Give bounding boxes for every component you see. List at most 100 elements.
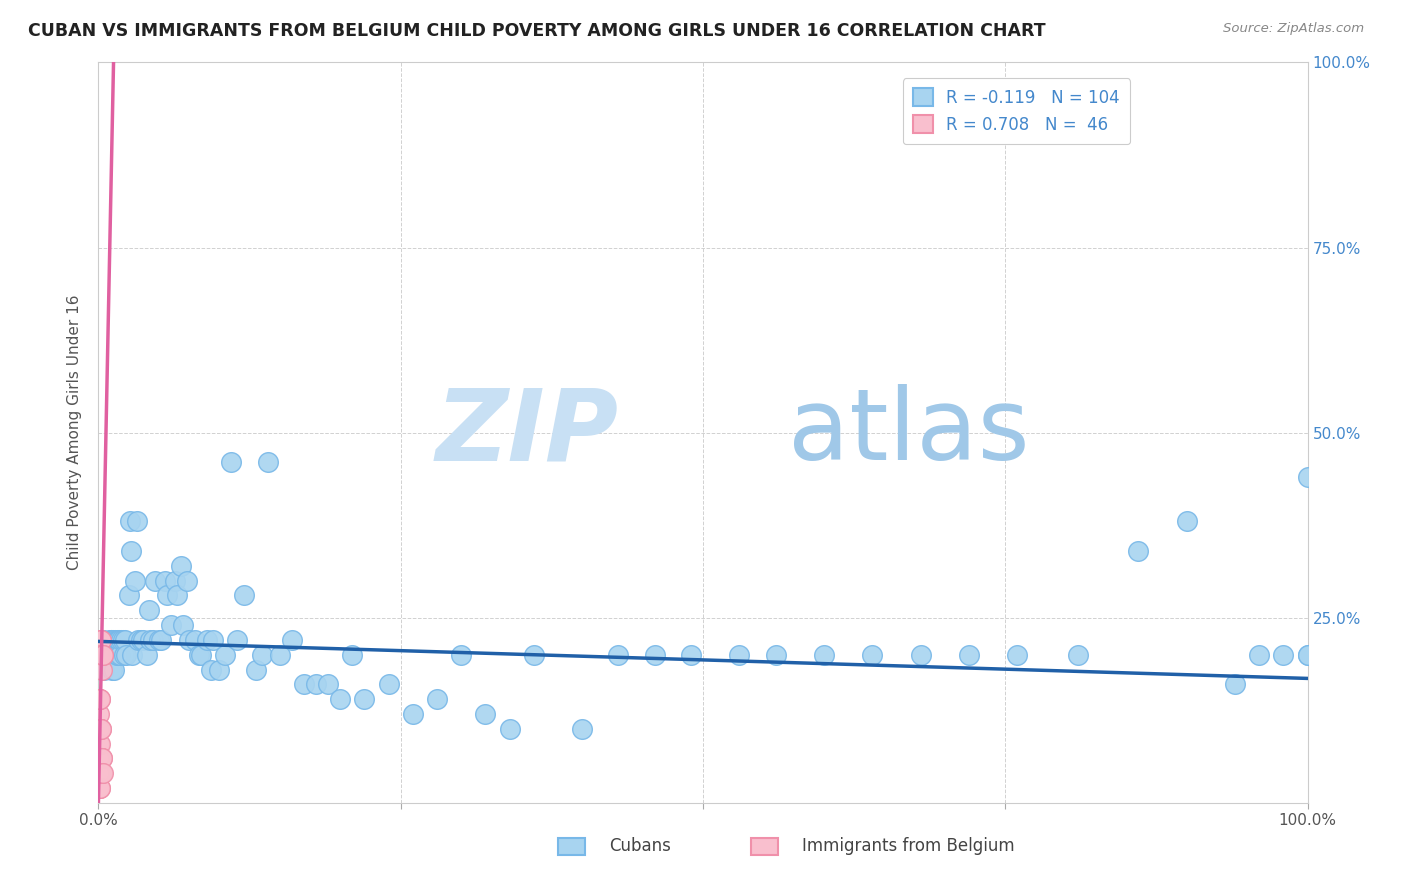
Point [89,692,111,706]
Point [138,603,160,617]
Point [498,722,520,736]
Point [1128,544,1150,558]
Point [89,648,111,662]
Point [132,632,155,647]
Point [91,751,114,765]
Point [89,692,111,706]
Point [89,751,111,765]
Text: Immigrants from Belgium: Immigrants from Belgium [803,838,1015,855]
Point [292,677,315,691]
Point [90,722,112,736]
Point [1175,515,1198,529]
Point [607,648,630,662]
Point [90,648,112,662]
Point [89,780,111,795]
Point [97,640,120,655]
Point [91,766,114,780]
Point [87,766,110,780]
Point [124,574,146,588]
Point [281,632,304,647]
Point [107,648,129,662]
Point [98,640,121,655]
Point [342,648,364,662]
Point [1007,648,1029,662]
Point [90,648,112,662]
Point [121,648,143,662]
Point [115,648,138,662]
Point [135,648,157,662]
Point [114,632,136,647]
Point [91,648,114,662]
Point [679,648,702,662]
Point [89,751,111,765]
Point [96,648,118,662]
Point [250,648,273,662]
Point [523,648,546,662]
Point [89,722,111,736]
Text: Source: ZipAtlas.com: Source: ZipAtlas.com [1223,22,1364,36]
Point [221,455,243,469]
Point [184,632,207,647]
Point [305,677,328,691]
Point [245,663,267,677]
Point [269,648,291,662]
Point [474,706,496,721]
Point [120,544,142,558]
Point [1249,648,1271,662]
Point [100,632,122,647]
Point [195,632,218,647]
Point [208,663,231,677]
Point [87,780,110,795]
Point [176,574,198,588]
Point [101,648,124,662]
Point [87,692,110,706]
Point [728,648,751,662]
Text: atlas: atlas [787,384,1029,481]
Text: ZIP: ZIP [436,384,619,481]
Point [329,692,352,706]
Point [172,618,194,632]
Point [90,751,112,765]
Point [90,722,112,736]
Point [89,632,111,647]
Point [957,648,980,662]
Point [118,589,141,603]
Point [89,766,111,780]
Point [450,648,472,662]
Point [91,663,114,677]
Point [90,751,112,765]
Point [813,648,835,662]
Point [93,663,115,677]
Point [93,632,115,647]
Point [89,751,111,765]
Point [89,722,111,736]
Point [166,589,188,603]
Point [153,574,176,588]
Point [91,648,114,662]
Point [910,648,932,662]
Point [89,780,111,795]
Point [765,648,787,662]
Point [107,632,129,647]
Point [226,632,249,647]
Y-axis label: Child Poverty Among Girls Under 16: Child Poverty Among Girls Under 16 [67,295,83,570]
Text: Cubans: Cubans [609,838,671,855]
Point [256,455,278,469]
Point [90,632,112,647]
Point [100,663,122,677]
Point [100,632,122,647]
Point [90,648,112,662]
Point [127,515,149,529]
Point [108,632,131,647]
Point [187,648,209,662]
Point [377,677,399,691]
Point [1223,677,1246,691]
Point [200,663,222,677]
FancyBboxPatch shape [751,838,778,855]
Point [100,632,122,647]
Point [87,751,110,765]
Point [860,648,883,662]
Point [90,766,112,780]
Point [1296,648,1319,662]
Point [89,751,111,765]
